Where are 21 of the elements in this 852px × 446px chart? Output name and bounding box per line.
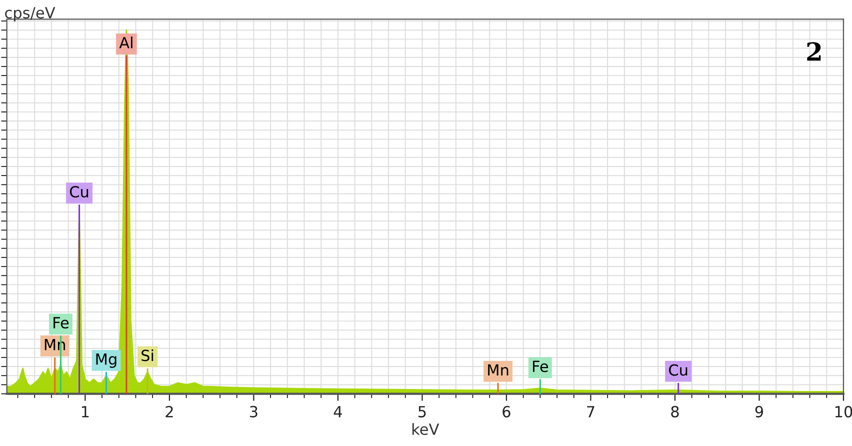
y-axis-title: cps/eV — [5, 7, 56, 22]
x-tick-label: 7 — [587, 406, 594, 418]
annotation: Fe — [54, 317, 69, 328]
annotation: 2 — [807, 42, 821, 61]
x-tick-label: 1 — [82, 406, 89, 418]
x-tick-label: 8 — [671, 406, 679, 418]
x-axis-title: keV — [412, 423, 440, 436]
annotation: Mn — [488, 364, 508, 376]
annotation: Mg — [96, 354, 116, 368]
x-tick-label: 9 — [755, 406, 764, 418]
x-tick-label: 3 — [250, 406, 258, 418]
annotation: Fe — [532, 360, 548, 372]
annotation: Cu — [669, 364, 688, 376]
x-tick-label: 6 — [502, 406, 510, 418]
annotation: Al — [119, 36, 132, 48]
annotation: Cu — [70, 186, 88, 198]
x-tick-label: 2 — [166, 406, 173, 418]
annotation: Si — [142, 349, 154, 362]
x-tick-label: 4 — [334, 406, 342, 418]
x-tick-label: 5 — [418, 406, 426, 418]
x-tick-label: 10 — [835, 406, 852, 418]
